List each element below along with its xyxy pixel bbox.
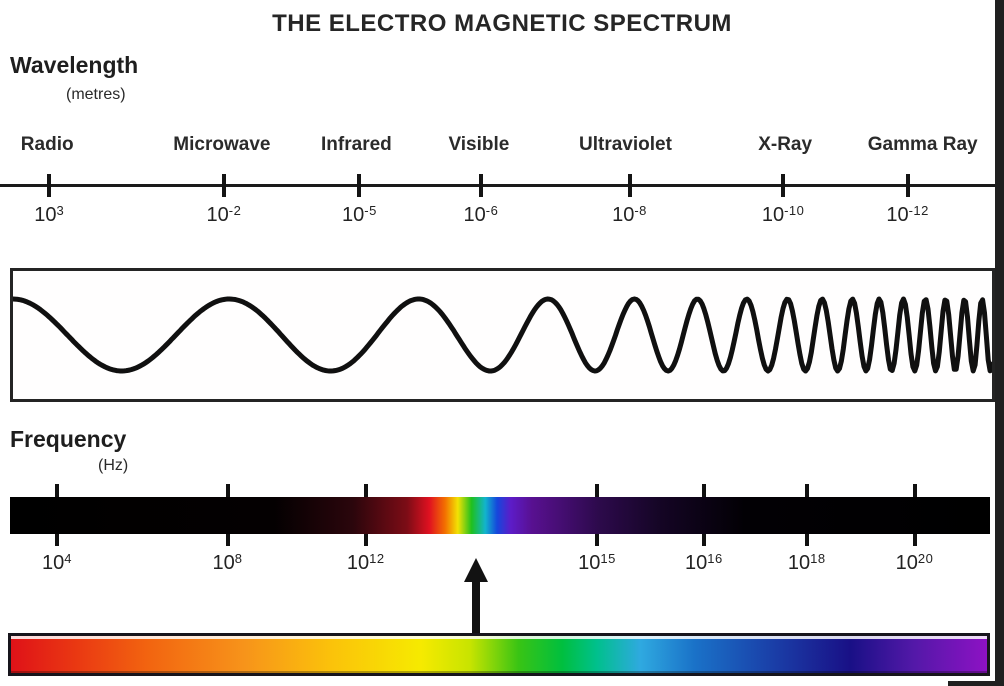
right-edge-strip bbox=[995, 0, 1004, 686]
wavelength-tick-value: 10-10 bbox=[761, 203, 805, 226]
bottom-edge-strip bbox=[948, 681, 1004, 686]
wavelength-tick-values: 103 10-2 10-5 10-6 10-8 10-10 10-12 bbox=[0, 203, 1004, 233]
wavelength-tick-value: 10-6 bbox=[463, 203, 499, 226]
band-label-microwave: Microwave bbox=[173, 134, 271, 155]
visible-arrow-icon bbox=[463, 558, 488, 582]
frequency-tick-value: 1015 bbox=[578, 551, 616, 574]
wave-box bbox=[10, 268, 995, 402]
wavelength-tick bbox=[221, 174, 226, 197]
wavelength-band-labels: Radio Microwave Infrared Visible Ultraviolet… bbox=[0, 134, 1004, 162]
wavelength-tick-value: 10-8 bbox=[612, 203, 647, 226]
frequency-unit: (Hz) bbox=[98, 457, 129, 474]
band-label-x-ray: X-Ray bbox=[758, 134, 813, 155]
band-label-infrared: Infrared bbox=[321, 134, 392, 155]
wavelength-tick bbox=[627, 174, 632, 197]
frequency-tick-value: 1012 bbox=[346, 551, 385, 574]
wavelength-tick-value: 10-12 bbox=[886, 203, 929, 226]
wavelength-tick-value: 10-5 bbox=[342, 203, 377, 226]
visible-light-bar bbox=[8, 633, 990, 676]
frequency-tick-value: 1020 bbox=[895, 551, 934, 574]
band-label-ultraviolet: Ultraviolet bbox=[579, 134, 672, 155]
frequency-bar bbox=[10, 497, 990, 534]
wavelength-tick bbox=[478, 174, 483, 197]
frequency-tick-value: 104 bbox=[42, 551, 73, 574]
frequency-tick-value: 1018 bbox=[787, 551, 826, 574]
wavelength-tick bbox=[47, 174, 52, 197]
wavelength-tick bbox=[905, 174, 910, 197]
wavelength-tick bbox=[781, 174, 786, 197]
band-label-gamma-ray: Gamma Ray bbox=[867, 134, 978, 155]
wavelength-label: Wavelength bbox=[10, 52, 139, 78]
frequency-label: Frequency bbox=[10, 426, 127, 452]
wavelength-tick-value: 103 bbox=[34, 203, 65, 226]
wavelength-tick-value: 10-2 bbox=[206, 203, 242, 226]
frequency-tick-value: 108 bbox=[212, 551, 243, 574]
wavelength-unit: (metres) bbox=[66, 86, 126, 103]
frequency-tick-values: 104 108 1012 1015 1016 1018 1020 bbox=[0, 551, 1004, 581]
wavelength-axis-line bbox=[0, 184, 1004, 187]
band-label-radio: Radio bbox=[20, 134, 74, 155]
band-label-visible: Visible bbox=[448, 134, 510, 155]
page-title: THE ELECTRO MAGNETIC SPECTRUM bbox=[272, 10, 732, 37]
visible-arrow-stem bbox=[471, 580, 480, 634]
frequency-tick-value: 1016 bbox=[684, 551, 723, 574]
wavelength-tick bbox=[357, 174, 362, 197]
chirp-wave bbox=[10, 296, 995, 374]
